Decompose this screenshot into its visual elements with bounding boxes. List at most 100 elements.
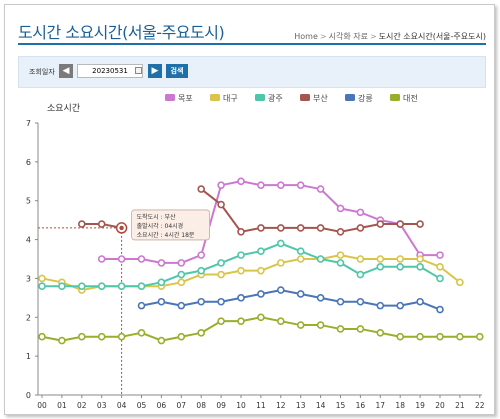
data-point[interactable] [396, 220, 405, 228]
data-point[interactable] [38, 332, 46, 341]
data-point[interactable] [336, 259, 345, 267]
data-point[interactable] [436, 262, 444, 271]
data-point[interactable] [316, 185, 325, 193]
search-button[interactable]: 검색 [166, 64, 188, 78]
data-point[interactable] [197, 297, 205, 306]
legend-item[interactable]: 목포 [165, 94, 193, 103]
breadcrumb-visualization[interactable]: 시각화 자료 [328, 32, 368, 41]
legend-item[interactable]: 대구 [210, 94, 238, 103]
data-point[interactable] [456, 332, 464, 341]
data-point[interactable] [97, 332, 106, 341]
data-point[interactable] [97, 255, 106, 263]
data-point[interactable] [97, 220, 106, 228]
data-point[interactable] [137, 301, 146, 310]
data-point[interactable] [38, 282, 46, 291]
data-point[interactable] [276, 317, 285, 325]
data-point[interactable] [356, 325, 365, 333]
data-point[interactable] [237, 317, 245, 325]
legend-item[interactable]: 대전 [390, 93, 418, 103]
data-point[interactable] [237, 251, 245, 259]
data-point[interactable] [316, 294, 325, 302]
data-point[interactable] [336, 297, 345, 306]
data-point[interactable] [217, 259, 225, 267]
data-point[interactable] [58, 336, 66, 345]
data-point[interactable] [416, 297, 424, 306]
data-point[interactable] [157, 278, 166, 287]
data-point[interactable] [78, 220, 86, 228]
legend-item[interactable]: 부산 [300, 93, 328, 103]
data-point[interactable] [436, 332, 444, 341]
data-point[interactable] [257, 181, 265, 189]
data-point[interactable] [257, 290, 265, 298]
data-point[interactable] [197, 185, 205, 193]
data-point[interactable] [336, 204, 345, 213]
data-point[interactable] [157, 336, 166, 345]
data-point[interactable] [396, 255, 405, 263]
data-point[interactable] [416, 332, 424, 341]
data-point[interactable] [276, 224, 285, 232]
data-point[interactable] [396, 262, 405, 271]
data-point[interactable] [296, 181, 305, 189]
data-point[interactable] [257, 266, 265, 275]
data-point[interactable] [296, 247, 305, 256]
data-point[interactable] [197, 251, 205, 259]
data-point[interactable] [296, 224, 305, 232]
data-point[interactable] [396, 301, 405, 310]
data-point[interactable] [117, 332, 126, 341]
data-point[interactable] [336, 251, 345, 259]
data-point[interactable] [78, 332, 86, 341]
data-point[interactable] [257, 313, 265, 322]
legend-item[interactable]: 광주 [255, 93, 283, 103]
data-point[interactable] [137, 329, 146, 337]
data-point[interactable] [177, 270, 186, 279]
data-point[interactable] [177, 332, 186, 341]
data-point[interactable] [296, 290, 305, 298]
prev-date-button[interactable]: ◀ [59, 64, 73, 78]
data-point[interactable] [436, 274, 444, 283]
data-point[interactable] [197, 329, 205, 337]
data-point[interactable] [416, 262, 424, 271]
data-point[interactable] [376, 262, 385, 271]
data-point[interactable] [416, 255, 424, 263]
data-point[interactable] [436, 251, 444, 259]
data-point[interactable] [336, 228, 345, 236]
data-point[interactable] [237, 177, 245, 186]
data-point[interactable] [217, 181, 225, 189]
data-point[interactable] [316, 321, 325, 329]
breadcrumb-home[interactable]: Home [294, 32, 318, 41]
calendar-icon[interactable] [135, 67, 142, 74]
data-point[interactable] [376, 329, 385, 337]
data-point[interactable] [38, 274, 46, 283]
data-point[interactable] [237, 294, 245, 302]
data-point[interactable] [217, 297, 225, 306]
data-point[interactable] [356, 208, 365, 217]
data-point[interactable] [276, 239, 285, 248]
data-point[interactable] [296, 321, 305, 329]
data-point[interactable] [276, 286, 285, 294]
data-point[interactable] [237, 228, 245, 236]
data-point[interactable] [456, 278, 464, 287]
data-point[interactable] [356, 224, 365, 232]
data-point[interactable] [356, 255, 365, 263]
data-point[interactable] [296, 255, 305, 263]
data-point[interactable] [117, 282, 126, 291]
data-point[interactable] [237, 266, 245, 275]
data-point[interactable] [257, 247, 265, 256]
data-point[interactable] [137, 255, 146, 263]
data-point[interactable] [376, 301, 385, 310]
data-point[interactable] [97, 282, 106, 291]
data-point[interactable] [436, 305, 444, 314]
data-point[interactable] [157, 297, 166, 306]
data-point[interactable] [217, 270, 225, 279]
data-point[interactable] [416, 220, 424, 228]
data-point[interactable] [217, 317, 225, 325]
data-point[interactable] [376, 255, 385, 263]
data-point[interactable] [276, 181, 285, 189]
data-point[interactable] [257, 224, 265, 232]
data-point[interactable] [356, 297, 365, 306]
data-point[interactable] [177, 259, 186, 267]
date-input[interactable] [77, 64, 143, 78]
data-point[interactable] [58, 282, 66, 291]
data-point[interactable] [177, 278, 186, 287]
data-point[interactable] [336, 325, 345, 333]
